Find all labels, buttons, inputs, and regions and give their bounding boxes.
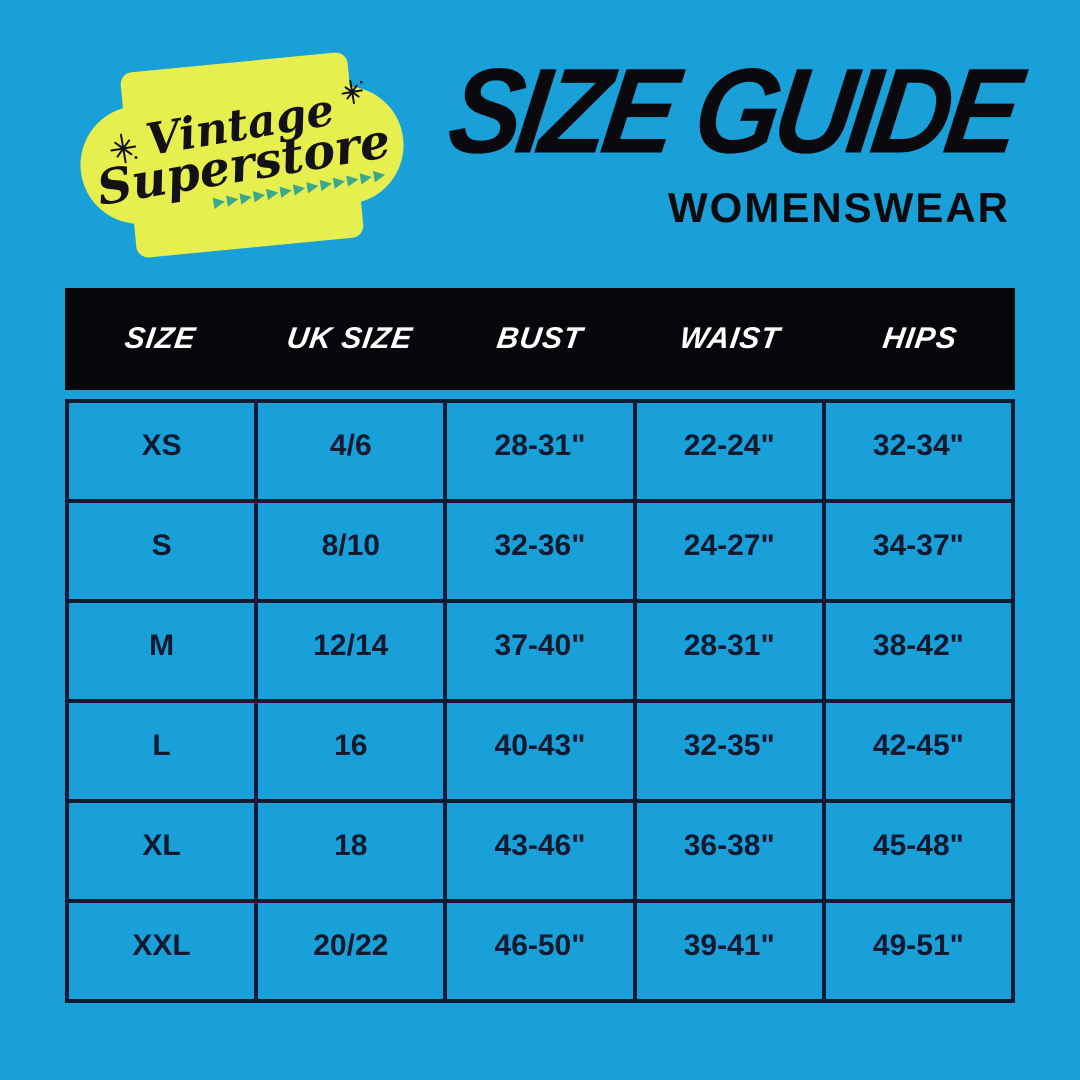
table-cell: M — [69, 603, 255, 699]
table-cell: 46-50" — [447, 903, 633, 999]
table-cell: 40-43" — [447, 703, 633, 799]
table-cell: 18 — [258, 803, 444, 899]
table-cell: 36-38" — [636, 803, 822, 899]
column-header-bust: BUST — [445, 288, 635, 390]
brand-name-row: Vintage — [104, 79, 371, 172]
table-header-row: SIZE UK SIZE BUST WAIST HIPS — [65, 288, 1015, 390]
column-header-uk-size: UK SIZE — [255, 288, 445, 390]
page-title: SIZE GUIDE — [440, 43, 1024, 179]
table-cell: 38-42" — [825, 603, 1011, 699]
column-header-waist: WAIST — [635, 288, 825, 390]
table-cell: XL — [69, 803, 255, 899]
table-cell: 43-46" — [447, 803, 633, 899]
table-cell: 22-24" — [636, 403, 822, 499]
title-block: SIZE GUIDE WOMENSWEAR — [441, 44, 1023, 232]
table-cell: 16 — [258, 703, 444, 799]
column-header-hips: HIPS — [825, 288, 1015, 390]
table-cell: 32-34" — [825, 403, 1011, 499]
table-cell: 8/10 — [258, 503, 444, 599]
table-cell: 20/22 — [258, 903, 444, 999]
table-cell: 42-45" — [825, 703, 1011, 799]
table-cell: 37-40" — [447, 603, 633, 699]
column-header-label: BUST — [494, 322, 586, 355]
table-cell: 45-48" — [825, 803, 1011, 899]
table-cell: 24-27" — [636, 503, 822, 599]
page-subtitle: WOMENSWEAR — [668, 184, 1010, 231]
table-cell: 28-31" — [447, 403, 633, 499]
size-table: SIZE UK SIZE BUST WAIST HIPS XS 4/6 28-3… — [65, 288, 1015, 1003]
column-header-label: WAIST — [677, 322, 783, 355]
table-cell: 28-31" — [636, 603, 822, 699]
column-header-label: UK SIZE — [285, 322, 416, 355]
sparkle-icon — [105, 130, 143, 172]
table-cell: 4/6 — [258, 403, 444, 499]
table-grid: XS 4/6 28-31" 22-24" 32-34" S 8/10 32-36… — [65, 399, 1015, 1003]
table-cell: 32-35" — [636, 703, 822, 799]
sparkle-icon — [337, 77, 368, 112]
column-header-label: SIZE — [122, 322, 198, 355]
table-cell: 39-41" — [636, 903, 822, 999]
table-cell: L — [69, 703, 255, 799]
column-header-label: HIPS — [880, 322, 960, 355]
table-cell: 34-37" — [825, 503, 1011, 599]
table-cell: XS — [69, 403, 255, 499]
column-header-size: SIZE — [65, 288, 255, 390]
table-cell: S — [69, 503, 255, 599]
table-cell: 49-51" — [825, 903, 1011, 999]
table-cell: 32-36" — [447, 503, 633, 599]
table-cell: 12/14 — [258, 603, 444, 699]
table-cell: XXL — [69, 903, 255, 999]
badge-content: Vintage Superstore ▶▶▶▶▶▶▶▶▶▶▶▶▶ — [79, 39, 406, 272]
brand-logo: Vintage Superstore ▶▶▶▶▶▶▶▶▶▶▶▶▶ — [75, 48, 409, 262]
